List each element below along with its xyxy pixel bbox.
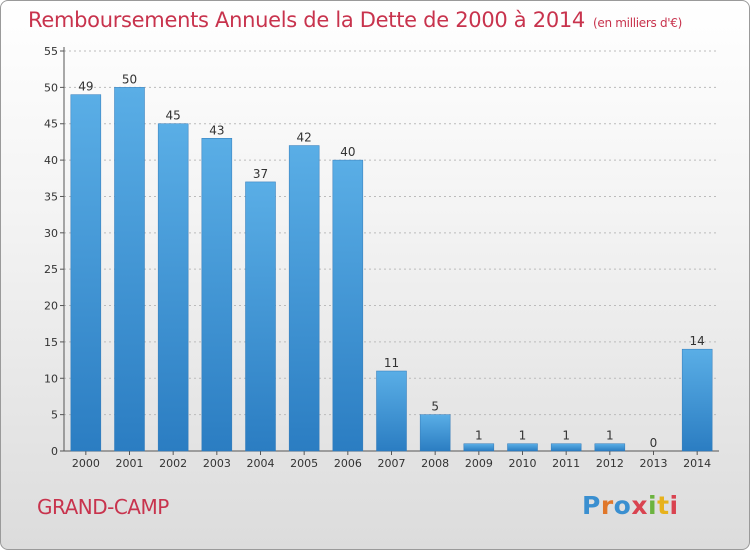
y-tick-label: 25	[44, 263, 58, 276]
value-label-2000: 49	[78, 80, 93, 94]
bar-2004	[245, 181, 276, 452]
value-label-2005: 42	[297, 131, 312, 145]
bar-2002	[157, 123, 189, 452]
y-tick-label: 40	[44, 154, 58, 167]
x-tick-label-2008: 2008	[421, 457, 449, 470]
bar-2010	[507, 443, 538, 452]
x-tick-label-2007: 2007	[378, 457, 406, 470]
bar-2006	[332, 159, 364, 452]
y-tick-label: 55	[44, 45, 58, 58]
y-tick-label: 50	[44, 81, 58, 94]
x-tick-label-2001: 2001	[116, 457, 144, 470]
x-tick-label-2000: 2000	[72, 457, 100, 470]
y-tick-label: 35	[44, 190, 58, 203]
x-tick-label-2004: 2004	[247, 457, 275, 470]
x-tick-label-2011: 2011	[552, 457, 580, 470]
x-tick-label-2009: 2009	[465, 457, 493, 470]
value-label-2001: 50	[122, 72, 137, 86]
x-tick-label-2006: 2006	[334, 457, 362, 470]
x-tick-label-2005: 2005	[290, 457, 318, 470]
y-tick-label: 15	[44, 336, 58, 349]
value-label-2009: 1	[475, 429, 483, 443]
value-label-2010: 1	[519, 429, 527, 443]
bar-2012	[594, 443, 626, 452]
bar-2011	[550, 443, 582, 452]
y-tick-label: 0	[51, 445, 58, 458]
label-layer: 0510152025303540455055200049200150200245…	[44, 45, 711, 470]
proxiti-logo: Proxiti	[582, 491, 679, 520]
bar-2008	[419, 414, 451, 452]
x-tick-label-2014: 2014	[683, 457, 711, 470]
value-label-2004: 37	[253, 167, 268, 181]
bar-2000	[70, 94, 102, 452]
y-tick-label: 20	[44, 300, 58, 313]
y-tick-label: 45	[44, 118, 58, 131]
chart-subtitle: (en milliers d'€)	[593, 16, 683, 30]
x-tick-label-2012: 2012	[596, 457, 624, 470]
value-label-2007: 11	[384, 356, 399, 370]
x-tick-label-2003: 2003	[203, 457, 231, 470]
bar-2003	[201, 138, 233, 452]
chart-title-text: Remboursements Annuels de la Dette de 20…	[28, 8, 585, 32]
value-label-2003: 43	[209, 123, 224, 137]
y-tick-label: 30	[44, 227, 58, 240]
value-label-2008: 5	[431, 400, 439, 414]
commune-name: GRAND-CAMP	[37, 495, 169, 519]
value-label-2012: 1	[606, 429, 614, 443]
x-tick-label-2013: 2013	[640, 457, 668, 470]
x-tick-label-2010: 2010	[509, 457, 537, 470]
bar-layer	[70, 87, 713, 452]
bar-2009	[463, 443, 495, 452]
y-tick-label: 10	[44, 372, 58, 385]
y-tick-label: 5	[51, 409, 58, 422]
bar-2007	[376, 370, 407, 452]
value-label-2013: 0	[650, 436, 658, 450]
chart-title: Remboursements Annuels de la Dette de 20…	[28, 8, 682, 32]
value-label-2014: 14	[690, 334, 705, 348]
bar-2014	[681, 348, 713, 452]
value-label-2011: 1	[562, 429, 570, 443]
bar-2005	[288, 145, 320, 452]
value-label-2006: 40	[340, 145, 355, 159]
value-label-2002: 45	[166, 109, 181, 123]
x-tick-label-2002: 2002	[159, 457, 187, 470]
bar-2001	[114, 87, 145, 452]
